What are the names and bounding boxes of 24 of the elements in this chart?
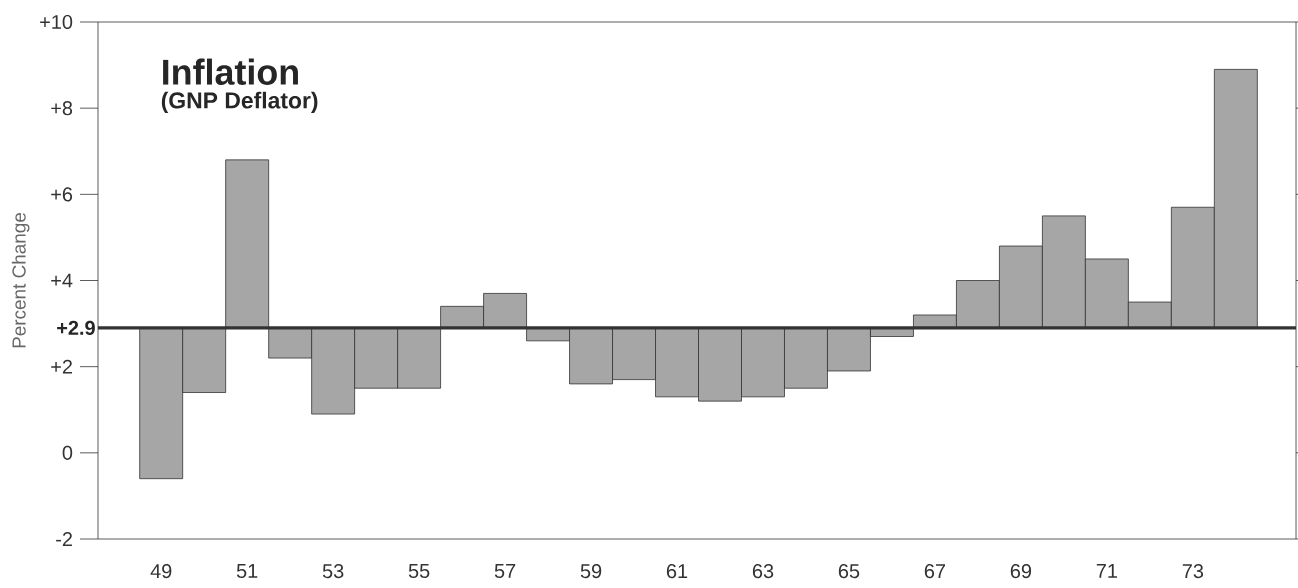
- x-tick-label: 55: [408, 564, 430, 578]
- y-axis-title: Percent Change: [11, 212, 30, 348]
- x-tick-label: 51: [236, 564, 258, 578]
- x-tick-label: 67: [924, 564, 946, 579]
- y-tick-label: +6: [51, 187, 73, 202]
- x-tick-label: 71: [1096, 564, 1117, 578]
- y-tick-label: +8: [51, 101, 73, 116]
- y-tick-label: -2: [56, 532, 72, 546]
- x-tick-label: 69: [1010, 564, 1032, 579]
- y-tick-label: +4: [51, 273, 73, 288]
- x-tick-label: 61: [666, 564, 688, 579]
- text: (GNP Deflator): [161, 91, 318, 114]
- x-tick-label: 63: [752, 564, 774, 579]
- x-tick-label: 53: [322, 564, 344, 579]
- y-tick-label: 0: [62, 445, 73, 460]
- x-tick-label: 73: [1182, 564, 1204, 579]
- y-tick-label: +10: [40, 14, 73, 30]
- x-tick-label: 59: [580, 564, 602, 579]
- text: Inflation: [163, 58, 298, 85]
- y-tick-label: +2: [51, 359, 72, 374]
- x-tick-label: 65: [838, 564, 860, 579]
- x-tick-label: 57: [494, 564, 516, 578]
- ref-line-label: +2.9: [57, 320, 95, 335]
- x-tick-label: 49: [150, 564, 172, 579]
